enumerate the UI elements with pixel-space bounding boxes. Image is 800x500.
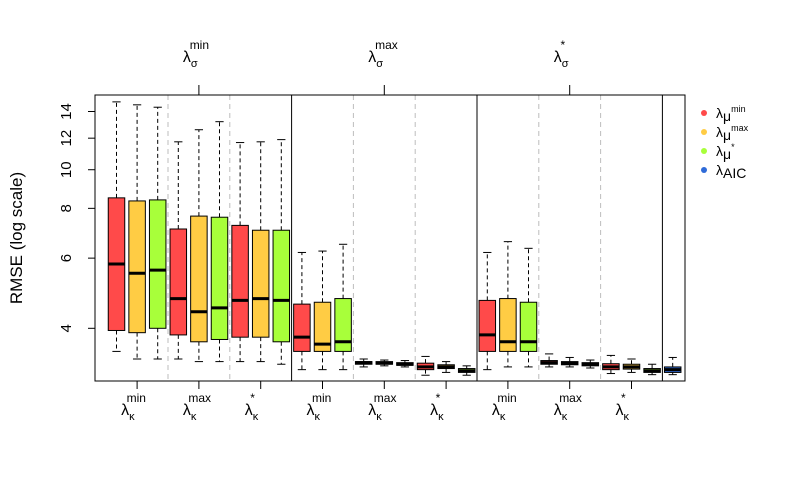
- box-series: [107, 101, 682, 376]
- box-iqr: [128, 200, 146, 334]
- boxplot: [148, 106, 167, 360]
- boxplot: [293, 251, 311, 371]
- boxplot: [169, 141, 188, 360]
- bottom-group-label: λκmax: [183, 391, 211, 423]
- bottom-group-label: λκmin: [307, 391, 332, 423]
- bottom-group-label: λκmin: [492, 391, 517, 423]
- box-iqr: [169, 228, 188, 336]
- boxplot: [499, 241, 517, 368]
- y-axis: 4 6 8 10 12 14: [58, 103, 96, 332]
- y-tick-label: 12: [58, 130, 75, 147]
- boxplot: [602, 354, 620, 375]
- boxplot: [416, 355, 435, 376]
- box-iqr: [334, 298, 352, 352]
- boxplot: [251, 141, 270, 363]
- boxplot: [560, 356, 579, 368]
- box-iqr: [519, 301, 538, 352]
- y-tick-label: 4: [58, 324, 75, 332]
- legend-swatch: [701, 148, 707, 154]
- boxplot: [478, 251, 497, 371]
- boxplot: [540, 353, 558, 368]
- bottom-group-label: λκ*: [245, 391, 259, 423]
- boxplot: [396, 360, 414, 368]
- legend-swatch: [701, 167, 707, 173]
- boxplot: [190, 129, 208, 363]
- bottom-group-label: λκmax: [554, 391, 582, 423]
- boxplot: [519, 247, 538, 368]
- boxplot: [643, 363, 661, 376]
- legend-label: λμmin: [716, 104, 746, 124]
- legend-item: λμ*: [701, 142, 735, 162]
- boxplot: [622, 358, 641, 373]
- box-iqr: [231, 224, 249, 338]
- top-group-labels: λσmin λσmax λσ*: [183, 38, 571, 95]
- box-iqr: [190, 215, 208, 343]
- legend-swatch: [701, 110, 707, 116]
- y-tick-label: 6: [58, 254, 75, 262]
- top-group-label: λσ*: [554, 38, 569, 70]
- legend-label: λμmax: [716, 123, 749, 143]
- y-tick-label: 8: [58, 204, 75, 212]
- boxplot: [272, 139, 291, 365]
- y-axis-title: RMSE (log scale): [7, 172, 26, 304]
- boxplot: [581, 359, 600, 369]
- boxplot: [375, 359, 394, 367]
- boxplot: [354, 358, 373, 368]
- box-iqr: [478, 299, 497, 352]
- box-iqr: [148, 199, 167, 329]
- legend-label: λAIC: [716, 162, 746, 181]
- bottom-group-label: λκmax: [368, 391, 396, 423]
- legend-label: λμ*: [716, 142, 735, 162]
- bottom-group-labels: λκmin λκmax λκ* λκmin λκmax λκ* λκmin λκmax λκ*: [121, 381, 632, 423]
- panel-dividers: [167, 95, 663, 381]
- boxplot: [313, 250, 332, 371]
- boxplot: [437, 361, 455, 373]
- legend-item: λμmax: [701, 123, 749, 143]
- boxplot: [457, 365, 476, 376]
- bottom-group-label: λκ*: [430, 391, 444, 423]
- bottom-group-label: λκmin: [121, 391, 146, 423]
- bottom-group-label: λκ*: [616, 391, 630, 423]
- boxplot: [210, 121, 229, 363]
- boxplot: [334, 243, 352, 371]
- box-iqr: [272, 229, 291, 343]
- top-group-label: λσmin: [183, 38, 209, 70]
- y-tick-label: 10: [58, 161, 75, 178]
- boxplot: [231, 142, 249, 363]
- boxplot: [107, 101, 126, 352]
- boxplot: [128, 104, 146, 360]
- legend-item: λμmin: [701, 104, 746, 124]
- box-iqr: [293, 303, 311, 352]
- boxplot: [663, 356, 682, 376]
- legend-item: λAIC: [701, 162, 746, 181]
- y-tick-label: 14: [58, 103, 75, 120]
- box-iqr: [210, 216, 229, 340]
- box-iqr: [313, 301, 332, 352]
- box-iqr: [251, 229, 270, 338]
- top-group-label: λσmax: [368, 38, 397, 70]
- box-iqr: [499, 298, 517, 352]
- legend-swatch: [701, 129, 707, 135]
